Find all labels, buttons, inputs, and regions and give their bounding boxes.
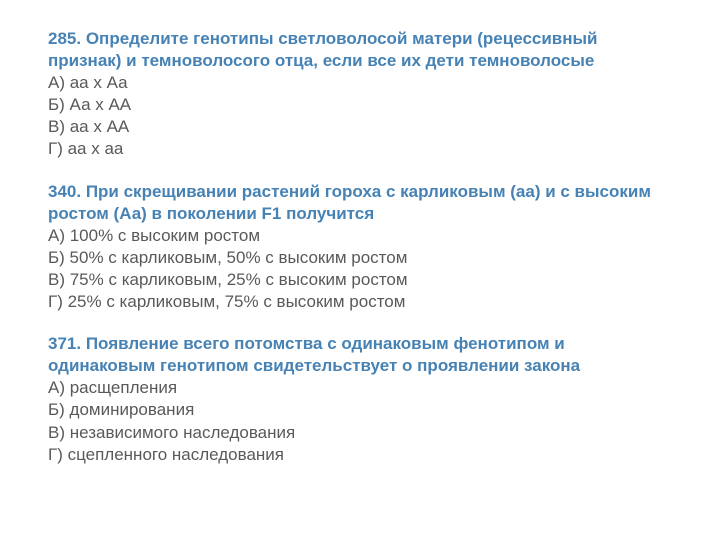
option-g: Г) сцепленного наследования	[48, 444, 672, 466]
question-title: 340. При скрещивании растений гороха с к…	[48, 181, 672, 225]
question-number: 371.	[48, 334, 81, 353]
question-block-340: 340. При скрещивании растений гороха с к…	[48, 181, 672, 314]
question-text: Появление всего потомства с одинаковым ф…	[48, 334, 580, 375]
question-text: Определите генотипы светловолосой матери…	[48, 29, 598, 70]
question-text: При скрещивании растений гороха с карлик…	[48, 182, 651, 223]
option-b: Б) Аа х АА	[48, 94, 672, 116]
question-block-285: 285. Определите генотипы светловолосой м…	[48, 28, 672, 161]
option-g: Г) аа х аа	[48, 138, 672, 160]
option-v: В) аа х АА	[48, 116, 672, 138]
option-a: А) аа х Аа	[48, 72, 672, 94]
question-title: 285. Определите генотипы светловолосой м…	[48, 28, 672, 72]
question-number: 285.	[48, 29, 81, 48]
option-a: А) расщепления	[48, 377, 672, 399]
question-number: 340.	[48, 182, 81, 201]
question-block-371: 371. Появление всего потомства с одинако…	[48, 333, 672, 466]
document-content: 285. Определите генотипы светловолосой м…	[0, 0, 720, 506]
question-title: 371. Появление всего потомства с одинако…	[48, 333, 672, 377]
option-b: Б) 50% с карликовым, 50% с высоким росто…	[48, 247, 672, 269]
option-a: А) 100% с высоким ростом	[48, 225, 672, 247]
option-v: В) независимого наследования	[48, 422, 672, 444]
option-v: В) 75% с карликовым, 25% с высоким росто…	[48, 269, 672, 291]
option-b: Б) доминирования	[48, 399, 672, 421]
option-g: Г) 25% с карликовым, 75% с высоким росто…	[48, 291, 672, 313]
